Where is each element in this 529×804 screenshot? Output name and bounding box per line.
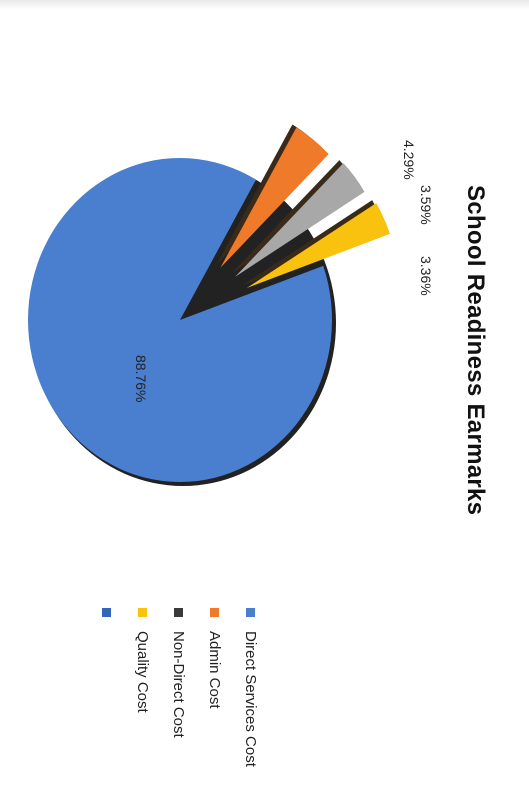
- legend-item-extra-marker: [89, 608, 125, 767]
- slice-quality: [246, 203, 390, 289]
- slice-direct-services: [27, 158, 332, 483]
- legend-swatch-non-direct: [174, 608, 184, 617]
- data-label-admin: 4.29%: [401, 140, 417, 180]
- data-label-non-direct: 3.59%: [418, 185, 434, 225]
- legend-swatch-extra: [102, 608, 112, 617]
- data-label-quality: 3.36%: [418, 256, 434, 296]
- legend-item-direct-services: Direct Services Cost: [233, 608, 269, 767]
- slice-non-direct: [235, 163, 365, 277]
- data-label-direct-services: 88.76%: [133, 355, 149, 403]
- legend-label-direct-services: Direct Services Cost: [242, 631, 260, 767]
- legend-item-admin: Admin Cost: [197, 608, 233, 767]
- slice-admin: [220, 127, 329, 268]
- legend-swatch-quality: [138, 608, 148, 617]
- pie-slices: [27, 124, 390, 483]
- legend-item-quality: Quality Cost: [125, 608, 161, 767]
- scan-edge: [0, 0, 529, 10]
- legend-label-admin: Admin Cost: [206, 631, 224, 709]
- legend-item-non-direct: Non-Direct Cost: [161, 608, 197, 767]
- legend-swatch-admin: [210, 608, 220, 617]
- chart-title: School Readiness Earmarks: [462, 185, 489, 516]
- legend-label-non-direct: Non-Direct Cost: [170, 631, 188, 738]
- legend-label-quality: Quality Cost: [134, 631, 152, 713]
- legend: Direct Services Cost Admin Cost Non-Dire…: [89, 608, 269, 767]
- legend-swatch-direct-services: [246, 608, 256, 617]
